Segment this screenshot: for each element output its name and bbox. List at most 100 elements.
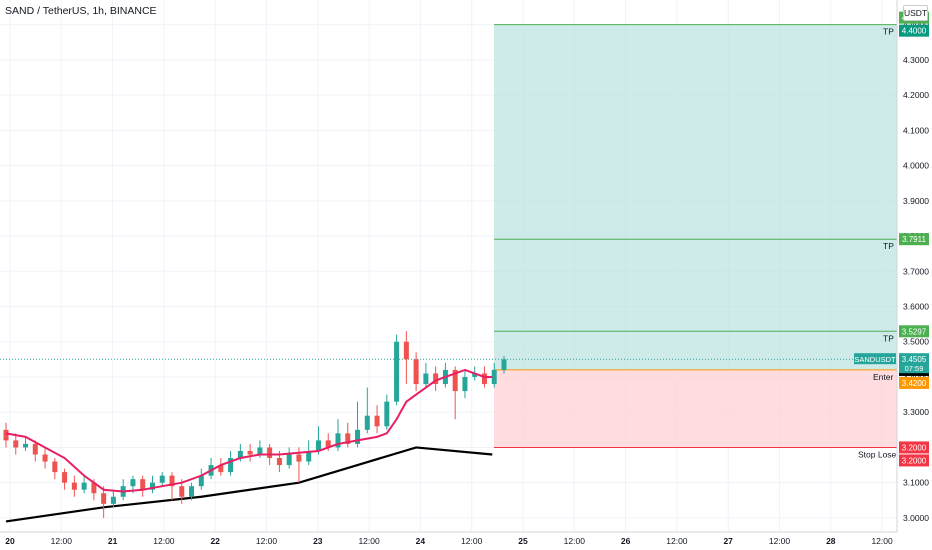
y-tick-label: 4.2000 xyxy=(903,90,929,100)
y-tick-label: 3.7000 xyxy=(903,266,929,276)
candle-body xyxy=(179,486,185,497)
candle-body xyxy=(71,482,77,490)
candle-body xyxy=(3,429,9,441)
x-tick-label: 21 xyxy=(108,536,118,546)
stop-loss-label: Stop Lose xyxy=(858,449,897,459)
entry-badge-text: 3.4200 xyxy=(902,379,927,388)
countdown-value: 07:59 xyxy=(905,364,924,373)
x-tick-label: 20 xyxy=(5,536,15,546)
candle-body xyxy=(394,341,400,402)
candle-body xyxy=(198,475,204,487)
candle-body xyxy=(286,454,292,466)
y-tick-label: 3.1000 xyxy=(903,478,929,488)
candle-body xyxy=(423,373,429,385)
sl-badge xyxy=(899,441,929,454)
sl-badge xyxy=(899,454,929,467)
last-price-value: 3.4505 xyxy=(902,355,927,364)
take-profit-label: TP xyxy=(883,333,894,343)
candle-body xyxy=(491,369,497,385)
tp-badge-text: 4.4000 xyxy=(902,27,927,36)
take-profit-label: TP xyxy=(883,241,894,251)
candle-body xyxy=(315,440,321,451)
candle-body xyxy=(42,454,48,462)
candle-body xyxy=(62,472,68,483)
candle-body xyxy=(384,401,390,427)
candle-body xyxy=(91,482,97,494)
candle-body xyxy=(169,475,175,487)
candle-body xyxy=(159,475,165,483)
candle-body xyxy=(149,482,155,490)
sl-badge-text: 3.2000 xyxy=(902,456,927,465)
symbol-tag xyxy=(854,353,896,365)
candle-body xyxy=(81,482,87,490)
candle-body xyxy=(355,429,361,444)
candle-body xyxy=(462,376,468,392)
x-tick-label: 12:00 xyxy=(871,536,893,546)
y-tick-label: 3.5000 xyxy=(903,337,929,347)
candle-body xyxy=(13,440,19,448)
tp-badge xyxy=(899,24,929,37)
candle-body xyxy=(296,454,302,462)
sl-badge-text: 3.2000 xyxy=(902,443,927,452)
currency-button[interactable]: USDT xyxy=(903,5,928,21)
candle-body xyxy=(110,496,116,504)
candle-body xyxy=(345,433,351,444)
candle-body xyxy=(228,458,234,473)
y-tick-label: 3.9000 xyxy=(903,196,929,206)
x-tick-label: 12:00 xyxy=(769,536,791,546)
tp-badge xyxy=(899,233,929,246)
candle-body xyxy=(257,447,263,455)
candle-body xyxy=(247,450,253,455)
candle-body xyxy=(433,373,439,385)
stop-loss-zone xyxy=(494,369,897,448)
candle-body xyxy=(306,450,312,462)
candle-body xyxy=(276,458,282,466)
tp-badge-text: 3.7911 xyxy=(902,235,926,244)
x-tick-label: 12:00 xyxy=(358,536,380,546)
x-tick-label: 27 xyxy=(723,536,733,546)
candle-body xyxy=(374,415,380,427)
x-tick-label: 23 xyxy=(313,536,323,546)
y-tick-label: 4.0000 xyxy=(903,161,929,171)
y-tick-label: 4.3000 xyxy=(903,55,929,65)
candle-body xyxy=(237,450,243,459)
x-tick-label: 12:00 xyxy=(564,536,586,546)
tp-badge-text: 3.5297 xyxy=(902,327,927,336)
y-tick-label: 3.6000 xyxy=(903,302,929,312)
x-tick-label: 12:00 xyxy=(153,536,175,546)
ema-line xyxy=(5,368,493,493)
last-price-badge xyxy=(899,353,929,374)
candle-body xyxy=(325,440,331,448)
entry-label: Enter xyxy=(873,372,893,382)
candle-body xyxy=(218,465,224,473)
y-tick-label: 4.1000 xyxy=(903,125,929,135)
x-tick-label: 12:00 xyxy=(51,536,73,546)
candle-body xyxy=(189,486,195,497)
symbol-tag-text: SANDUSDT xyxy=(854,355,896,364)
candle-body xyxy=(452,369,458,392)
x-tick-label: 24 xyxy=(416,536,426,546)
candle-body xyxy=(52,461,58,473)
x-tick-label: 28 xyxy=(826,536,836,546)
x-tick-label: 26 xyxy=(621,536,631,546)
candle-body xyxy=(130,479,136,487)
candle-body xyxy=(335,433,341,448)
x-tick-label: 12:00 xyxy=(461,536,483,546)
x-tick-label: 12:00 xyxy=(256,536,278,546)
y-tick-label: 3.3000 xyxy=(903,407,929,417)
x-tick-label: 22 xyxy=(210,536,220,546)
candle-body xyxy=(364,415,370,430)
candle-body xyxy=(267,447,273,459)
y-tick-label: 3.0000 xyxy=(903,513,929,523)
candle-body xyxy=(23,443,29,448)
take-profit-label: TP xyxy=(883,27,894,37)
x-tick-label: 25 xyxy=(518,536,528,546)
entry-badge xyxy=(899,376,929,389)
take-profit-zone xyxy=(494,24,897,370)
candle-body xyxy=(472,373,478,377)
x-tick-label: 12:00 xyxy=(666,536,688,546)
candle-body xyxy=(101,493,107,504)
candle-body xyxy=(140,479,146,490)
tp-badge xyxy=(899,325,929,338)
